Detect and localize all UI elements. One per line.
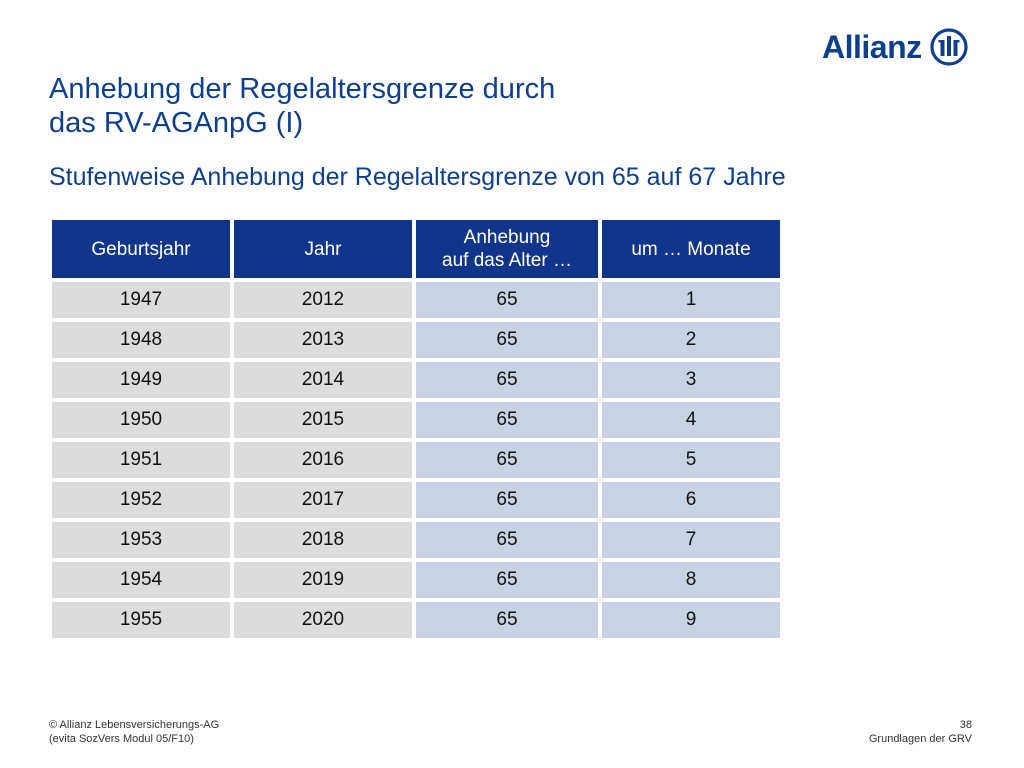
cell-year: 2014	[234, 362, 412, 398]
allianz-eagle-icon	[930, 28, 968, 66]
cell-year: 2015	[234, 402, 412, 438]
header-text-line: um … Monate	[631, 238, 751, 260]
cell-birth-year: 1948	[52, 322, 230, 358]
cell-year: 2017	[234, 482, 412, 518]
cell-months: 1	[602, 282, 780, 318]
header-anhebung-alter: Anhebung auf das Alter …	[416, 220, 598, 278]
slide-title: Anhebung der Regelaltersgrenze durch das…	[49, 72, 555, 140]
cell-year: 2018	[234, 522, 412, 558]
cell-months: 4	[602, 402, 780, 438]
allianz-logo: Allianz	[822, 28, 968, 66]
table-row: 1952 2017 65 6	[52, 482, 780, 518]
cell-birth-year: 1947	[52, 282, 230, 318]
cell-birth-year: 1950	[52, 402, 230, 438]
table-row: 1950 2015 65 4	[52, 402, 780, 438]
cell-months: 8	[602, 562, 780, 598]
header-jahr: Jahr	[234, 220, 412, 278]
cell-months: 5	[602, 442, 780, 478]
cell-birth-year: 1953	[52, 522, 230, 558]
cell-year: 2016	[234, 442, 412, 478]
table-header-row: Geburtsjahr Jahr Anhebung auf das Alter … um…	[52, 220, 780, 278]
footer-section: Grundlagen der GRV	[868, 733, 972, 745]
cell-year: 2012	[234, 282, 412, 318]
slide-title-line-2: das RV-AGAnpG (I)	[49, 107, 304, 139]
header-text-line: auf das Alter …	[442, 250, 572, 271]
footer-meta: 38 Grundlagen der GRV	[869, 718, 972, 746]
page-number: 38	[959, 719, 972, 731]
table-row: 1948 2013 65 2	[52, 322, 780, 358]
cell-age: 65	[416, 402, 598, 438]
footer-copyright: © Allianz Lebensversicherungs-AG (evita …	[49, 718, 219, 746]
cell-birth-year: 1955	[52, 602, 230, 638]
cell-year: 2020	[234, 602, 412, 638]
cell-birth-year: 1954	[52, 562, 230, 598]
table-row: 1947 2012 65 1	[52, 282, 780, 318]
table-body: 1947 2012 65 1 1948 2013 65 2 1949 2014 65 3 1950 201…	[52, 282, 780, 638]
slide-title-line-1: Anhebung der Regelaltersgrenze durch	[49, 73, 556, 105]
cell-age: 65	[416, 562, 598, 598]
cell-months: 2	[602, 322, 780, 358]
cell-birth-year: 1952	[52, 482, 230, 518]
cell-age: 65	[416, 362, 598, 398]
brand-name: Allianz	[822, 29, 922, 65]
cell-year: 2013	[234, 322, 412, 358]
cell-year: 2019	[234, 562, 412, 598]
footer-company: © Allianz Lebensversicherungs-AG	[49, 719, 220, 731]
slide-subtitle: Stufenweise Anhebung der Regelaltersgren…	[49, 163, 786, 191]
table-row: 1955 2020 65 9	[52, 602, 780, 638]
header-text-line: Anhebung	[463, 227, 551, 248]
cell-age: 65	[416, 322, 598, 358]
cell-age: 65	[416, 442, 598, 478]
cell-months: 6	[602, 482, 780, 518]
header-monate: um … Monate	[602, 220, 780, 278]
cell-age: 65	[416, 602, 598, 638]
header-geburtsjahr: Geburtsjahr	[52, 220, 230, 278]
table-row: 1954 2019 65 8	[52, 562, 780, 598]
footer-module: (evita SozVers Modul 05/F10)	[49, 733, 194, 745]
cell-months: 7	[602, 522, 780, 558]
cell-birth-year: 1951	[52, 442, 230, 478]
table-row: 1953 2018 65 7	[52, 522, 780, 558]
table-row: 1949 2014 65 3	[52, 362, 780, 398]
retirement-age-table: Geburtsjahr Jahr Anhebung auf das Alter … um…	[48, 216, 784, 642]
header-text-line: Geburtsjahr	[91, 238, 191, 260]
table-row: 1951 2016 65 5	[52, 442, 780, 478]
header-text-line: Jahr	[304, 238, 342, 260]
cell-months: 9	[602, 602, 780, 638]
cell-age: 65	[416, 482, 598, 518]
cell-age: 65	[416, 522, 598, 558]
cell-birth-year: 1949	[52, 362, 230, 398]
cell-months: 3	[602, 362, 780, 398]
cell-age: 65	[416, 282, 598, 318]
